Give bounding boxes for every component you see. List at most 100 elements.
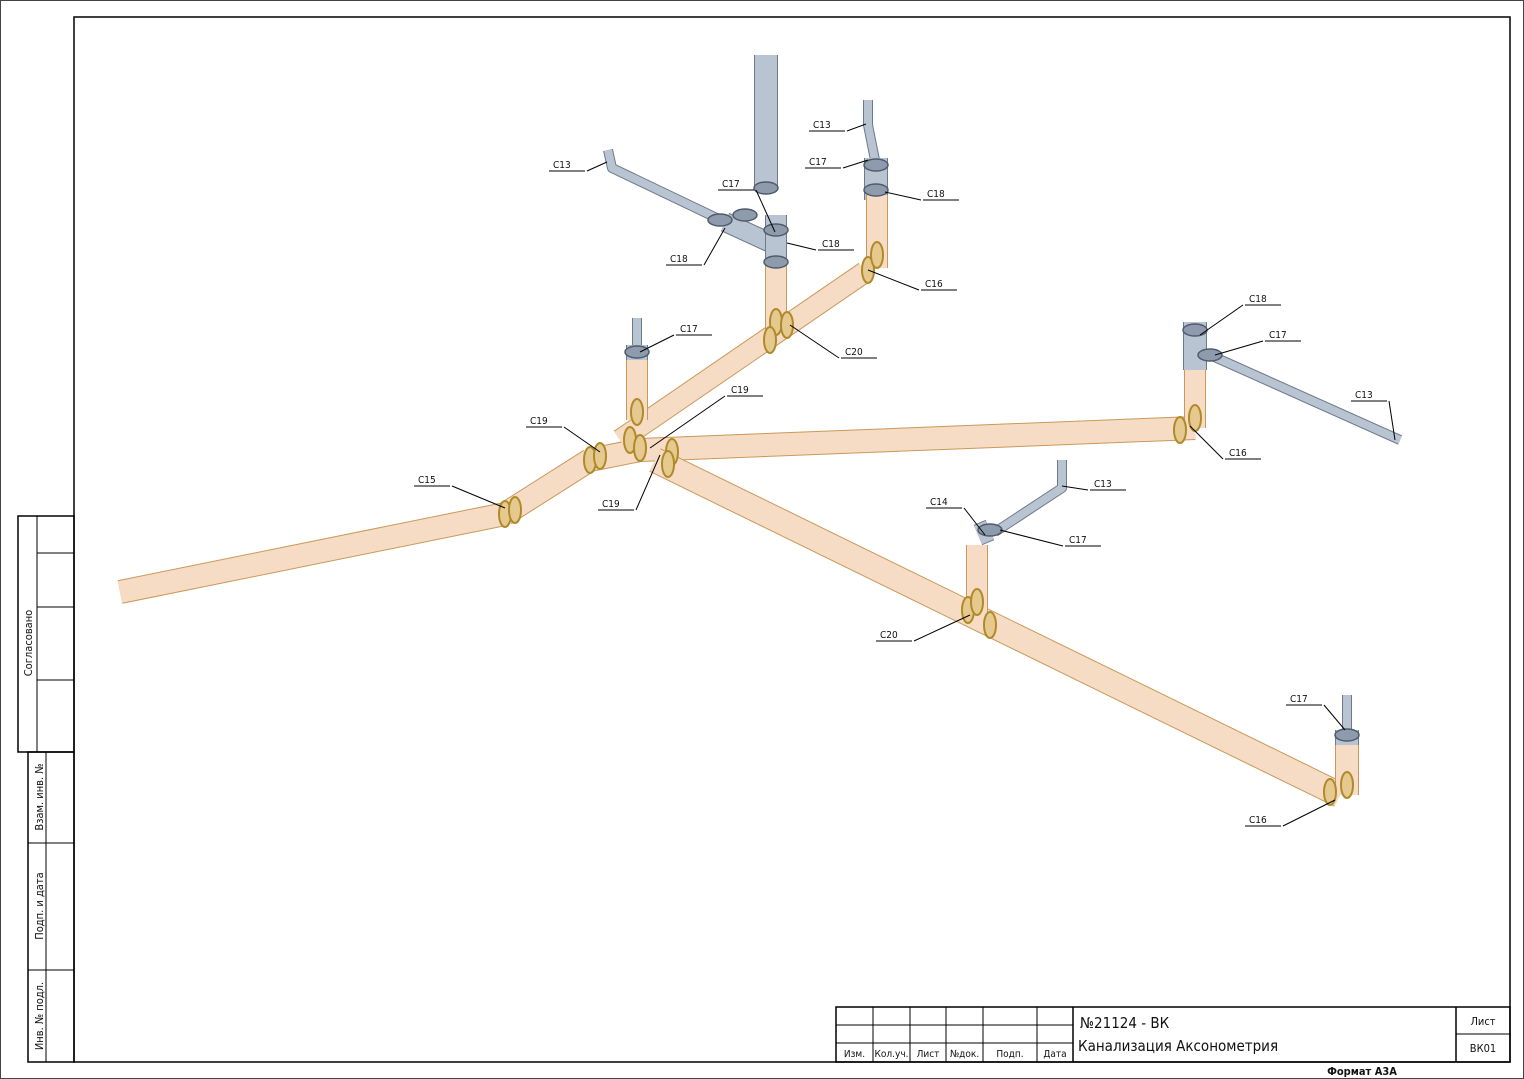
leader-line: [1351, 400, 1396, 441]
callouts: C13 C13 C17 C17 C18 C18 C18 C16 C17 C20 C19 C19 C15 C…: [414, 120, 1396, 827]
leader-line: [1189, 425, 1261, 460]
leader-line: [809, 123, 867, 132]
coupling: [1173, 416, 1187, 444]
leader-line: [884, 191, 959, 201]
callout-label: C13: [813, 120, 831, 131]
callout-label: C17: [680, 324, 698, 335]
callout-label: C14: [930, 497, 948, 508]
header-cell: Кол.уч.: [875, 1049, 909, 1060]
gray-fitting: [707, 213, 733, 227]
callout-label: C19: [530, 416, 548, 427]
callout-label: C17: [1069, 535, 1087, 546]
coupling: [1323, 778, 1337, 806]
leader-line: [649, 395, 763, 449]
gray-fitting: [1182, 323, 1208, 337]
coupling: [870, 241, 884, 269]
leader-line: [414, 485, 506, 509]
callout-label: C15: [418, 475, 436, 486]
callout-label: C17: [1269, 330, 1287, 341]
coupling: [983, 611, 997, 639]
gray-fitting: [863, 158, 889, 172]
gray-fitting: [1197, 348, 1223, 362]
coupling: [970, 588, 984, 616]
callout-label: C18: [927, 189, 945, 200]
coupling: [763, 326, 777, 354]
leader-line: [999, 529, 1101, 547]
header-cell: Дата: [1043, 1049, 1066, 1060]
coupling: [780, 311, 794, 339]
callout-label: C19: [602, 499, 620, 510]
callout-label: C18: [670, 254, 688, 265]
header-cell: Подп.: [996, 1049, 1023, 1060]
leader-line: [549, 161, 608, 172]
header-cell: Лист: [917, 1049, 940, 1060]
sheet-label: Лист: [1470, 1015, 1495, 1028]
leader-line: [1061, 485, 1126, 491]
leader-line: [926, 507, 986, 536]
callout-label: C16: [1249, 815, 1267, 826]
stamp-label: Подп. и дата: [33, 872, 46, 939]
pipe: [864, 100, 879, 161]
leader-line: [1245, 799, 1336, 827]
coupling: [661, 450, 675, 478]
pipe: [117, 503, 508, 603]
callout-label: C17: [809, 157, 827, 168]
callout-label: C13: [1355, 390, 1373, 401]
callout-label: C13: [1094, 479, 1112, 490]
stamp-label: Инв. № подл.: [33, 982, 46, 1050]
gray-fitting: [732, 208, 758, 222]
gray-fitting: [863, 183, 889, 197]
sheet-code: ВК01: [1470, 1042, 1496, 1055]
leader-line: [805, 159, 869, 169]
gray-fitting: [753, 181, 779, 195]
leader-line: [867, 269, 957, 291]
stamp-label: Взам. инв. №: [33, 763, 46, 830]
leader-line: [598, 454, 661, 511]
callout-label: C16: [925, 279, 943, 290]
coupling: [630, 398, 644, 426]
pipe: [992, 460, 1066, 536]
leader-line: [718, 189, 776, 233]
pipe: [1208, 351, 1402, 444]
leader-line: [789, 324, 877, 359]
callout-label: C16: [1229, 448, 1247, 459]
callout-label: C20: [845, 347, 863, 358]
callout-label: C18: [822, 239, 840, 250]
side-stamp: Согласовано Взам. инв. № Подп. и дата Ин…: [17, 515, 75, 1063]
gray-fitting: [763, 255, 789, 269]
callout-label: C19: [731, 385, 749, 396]
pipe-system: [117, 55, 1403, 807]
title-block: №21124 - ВК Канализация Аксонометрия Лис…: [835, 1006, 1511, 1078]
pipe: [649, 449, 1346, 806]
pipe: [604, 149, 727, 226]
leader-line: [526, 426, 601, 453]
header-cell: Изм.: [844, 1049, 865, 1060]
leader-line: [1286, 704, 1346, 731]
callout-label: C17: [722, 179, 740, 190]
callout-label: C13: [553, 160, 571, 171]
leader-line: [639, 334, 712, 353]
coupling: [593, 442, 607, 470]
callout-label: C17: [1290, 694, 1308, 705]
sheet-title: Канализация Аксонометрия: [1078, 1037, 1278, 1055]
project-number: №21124 - ВК: [1080, 1014, 1170, 1032]
leader-line: [1199, 304, 1281, 336]
callout-label: C20: [880, 630, 898, 641]
gray-fitting: [624, 345, 650, 359]
pipe: [614, 263, 871, 449]
stamp-label: Согласовано: [22, 610, 35, 676]
leader-line: [786, 242, 854, 251]
coupling: [1340, 771, 1354, 799]
coupling: [633, 434, 647, 462]
leader-line: [1214, 340, 1301, 356]
coupling: [508, 496, 522, 524]
pipe: [639, 417, 1196, 461]
leader-line: [876, 614, 971, 642]
gray-fitting: [763, 223, 789, 237]
gray-fitting: [1334, 728, 1360, 742]
format-label: Формат А3А: [1327, 1065, 1397, 1078]
header-cell: №док.: [950, 1049, 979, 1060]
leader-line: [666, 227, 726, 266]
callout-label: C18: [1249, 294, 1267, 305]
